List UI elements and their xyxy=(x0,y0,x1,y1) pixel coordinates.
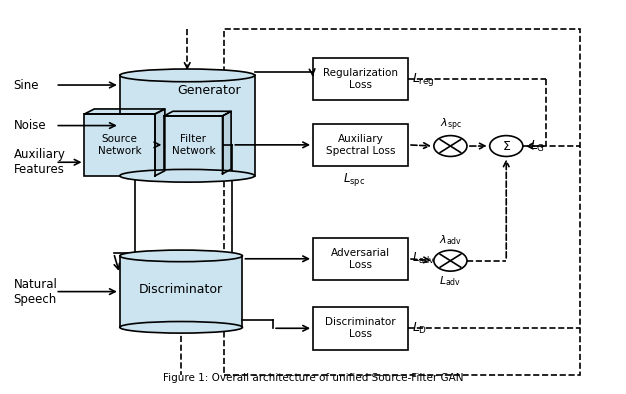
Bar xyxy=(313,238,408,280)
Bar xyxy=(313,307,408,349)
Ellipse shape xyxy=(120,169,255,182)
Text: $L_{\rm reg}$: $L_{\rm reg}$ xyxy=(413,71,435,88)
Text: Regularization
Loss: Regularization Loss xyxy=(323,69,398,90)
Text: $\lambda_{\rm spc}$: $\lambda_{\rm spc}$ xyxy=(439,116,461,132)
Ellipse shape xyxy=(120,69,255,82)
Text: $L_{\rm spc}$: $L_{\rm spc}$ xyxy=(343,171,366,188)
Text: Filter
Network: Filter Network xyxy=(172,134,215,156)
Text: $L_{\rm D}$: $L_{\rm D}$ xyxy=(413,321,428,336)
Bar xyxy=(120,256,242,327)
Text: Discriminator
Loss: Discriminator Loss xyxy=(326,318,396,339)
Bar xyxy=(120,75,255,176)
Text: Source
Network: Source Network xyxy=(98,134,141,156)
Circle shape xyxy=(490,136,523,156)
Text: Figure 1: Overall architecture of unified Source-Filter GAN: Figure 1: Overall architecture of unifie… xyxy=(163,374,463,383)
Polygon shape xyxy=(85,109,165,114)
Text: $\lambda_{\rm adv}$: $\lambda_{\rm adv}$ xyxy=(439,233,462,247)
Ellipse shape xyxy=(120,250,242,262)
Text: Natural
Speech: Natural Speech xyxy=(14,278,58,306)
Text: Adversarial
Loss: Adversarial Loss xyxy=(331,248,390,269)
Text: $L_{\rm adv}$: $L_{\rm adv}$ xyxy=(439,274,461,288)
Bar xyxy=(164,116,222,174)
Bar xyxy=(313,58,408,100)
Circle shape xyxy=(434,250,467,271)
Text: Auxiliary
Features: Auxiliary Features xyxy=(14,148,66,176)
Polygon shape xyxy=(222,111,231,174)
Circle shape xyxy=(434,136,467,156)
Text: Sine: Sine xyxy=(14,78,39,91)
Text: $\Sigma$: $\Sigma$ xyxy=(501,139,511,152)
Bar xyxy=(85,114,155,176)
Text: $L_{\rm G}$: $L_{\rm G}$ xyxy=(530,138,545,154)
Polygon shape xyxy=(155,109,165,176)
Polygon shape xyxy=(164,111,231,116)
Text: Auxiliary
Spectral Loss: Auxiliary Spectral Loss xyxy=(326,134,395,156)
Text: $L_{\rm adv}$: $L_{\rm adv}$ xyxy=(413,251,436,266)
Text: Noise: Noise xyxy=(14,119,46,132)
Text: Discriminator: Discriminator xyxy=(139,283,223,296)
Bar xyxy=(313,124,408,166)
Ellipse shape xyxy=(120,322,242,333)
Text: Generator: Generator xyxy=(177,84,240,97)
Bar xyxy=(224,29,580,375)
